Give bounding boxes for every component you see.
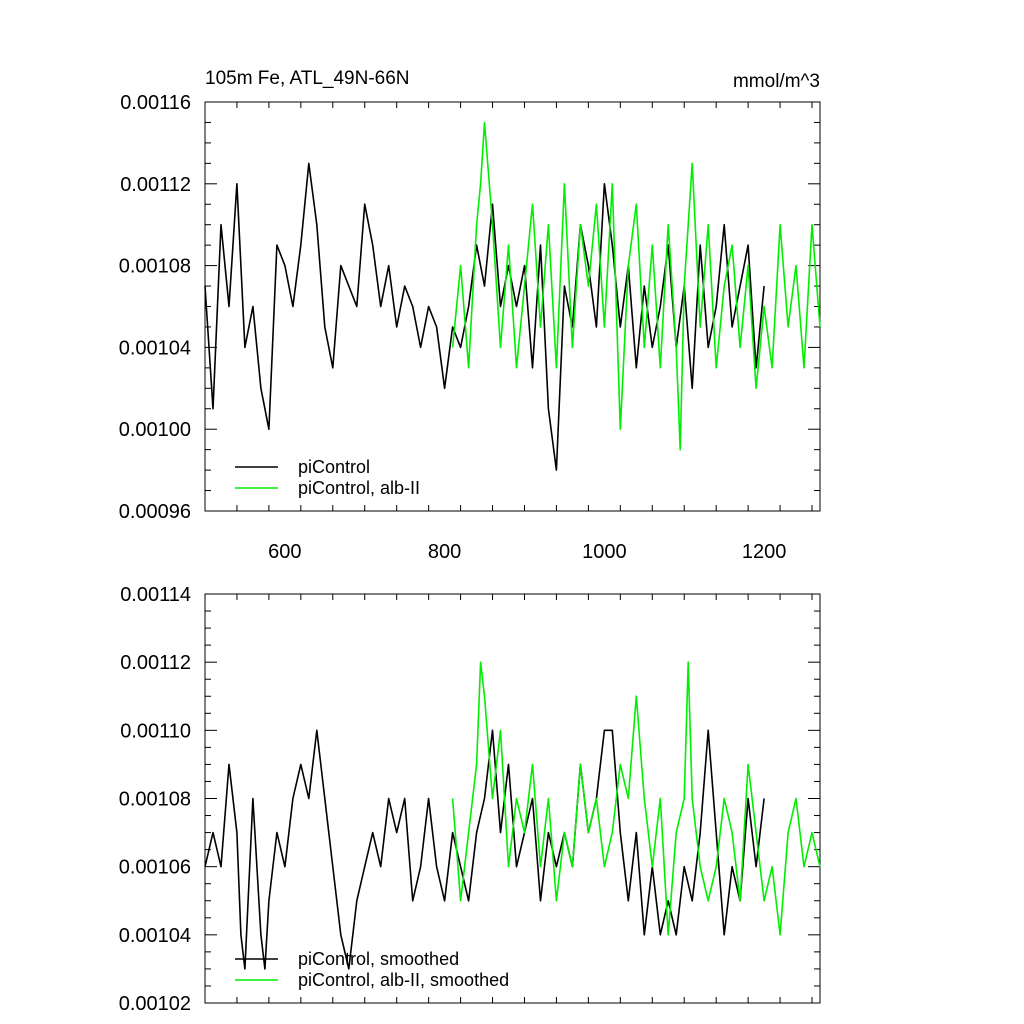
y-tick-label: 0.00108: [119, 789, 191, 811]
series-line-1: [204, 162, 765, 471]
y-tick-label: 0.00116: [120, 92, 191, 114]
y-tick-label: 0.00104: [119, 337, 191, 359]
x-tick-label: 600: [268, 541, 301, 563]
y-tick-label: 0.00100: [119, 419, 191, 441]
y-tick-label: 0.00108: [119, 256, 191, 278]
x-tick-label: 800: [428, 541, 461, 563]
units-label: mmol/m^3: [733, 71, 820, 92]
plot-frame: [204, 593, 821, 1004]
y-tick-label: 0.00102: [119, 993, 191, 1015]
y-tick-label: 0.00096: [119, 501, 191, 523]
y-tick-label: 0.00114: [120, 584, 191, 606]
legend-label: piControl, alb-II: [298, 478, 420, 498]
panel-1: 0.00096 0.00100 0.00104 0.00108 0.00112 0.001…: [119, 68, 821, 563]
panel-2: 0.00102 0.00104 0.00106 0.00108 0.00110 0.001…: [119, 584, 821, 1015]
x-tick-label: 1000: [582, 541, 627, 563]
legend-label: piControl, smoothed: [298, 949, 459, 969]
x-tick-label: 1200: [742, 541, 787, 563]
y-tick-label: 0.00104: [119, 925, 191, 947]
y-tick-label: 0.00112: [120, 652, 191, 674]
series-line-2: [451, 661, 821, 936]
y-tick-label: 0.00110: [120, 720, 191, 742]
series-line-1: [204, 729, 765, 970]
legend-label: piControl, alb-II, smoothed: [298, 970, 509, 990]
chart-title: 105m Fe, ATL_49N-66N: [205, 68, 410, 89]
y-tick-label: 0.00112: [120, 174, 191, 196]
legend-label: piControl: [298, 457, 370, 477]
y-tick-label: 0.00106: [119, 857, 191, 879]
series-line-2: [451, 121, 821, 451]
